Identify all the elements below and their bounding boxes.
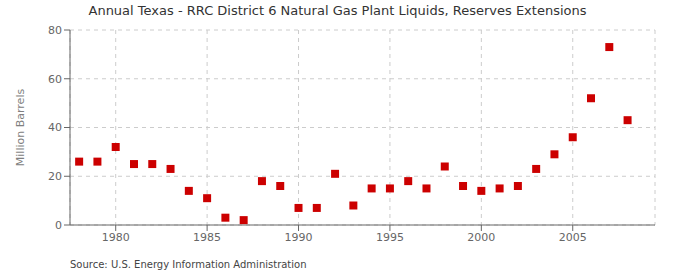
svg-text:1980: 1980 [102,231,130,244]
svg-text:20: 20 [48,170,62,183]
svg-text:0: 0 [55,219,62,232]
svg-text:Million Barrels: Million Barrels [14,89,27,167]
svg-text:1985: 1985 [193,231,221,244]
svg-text:1995: 1995 [376,231,404,244]
svg-text:40: 40 [48,121,62,134]
svg-text:60: 60 [48,73,62,86]
html-text:Annual Texas - RRC District 6: Annual Texas - RRC District 6 Natural Ga… [88,3,587,18]
svg-text:2005: 2005 [559,231,587,244]
svg-text:1990: 1990 [285,231,313,244]
svg-text:80: 80 [48,24,62,37]
html-text:Source: U.S. Energy Informatio: Source: U.S. Energy Information Administ… [70,259,307,270]
svg-text:2000: 2000 [467,231,495,244]
